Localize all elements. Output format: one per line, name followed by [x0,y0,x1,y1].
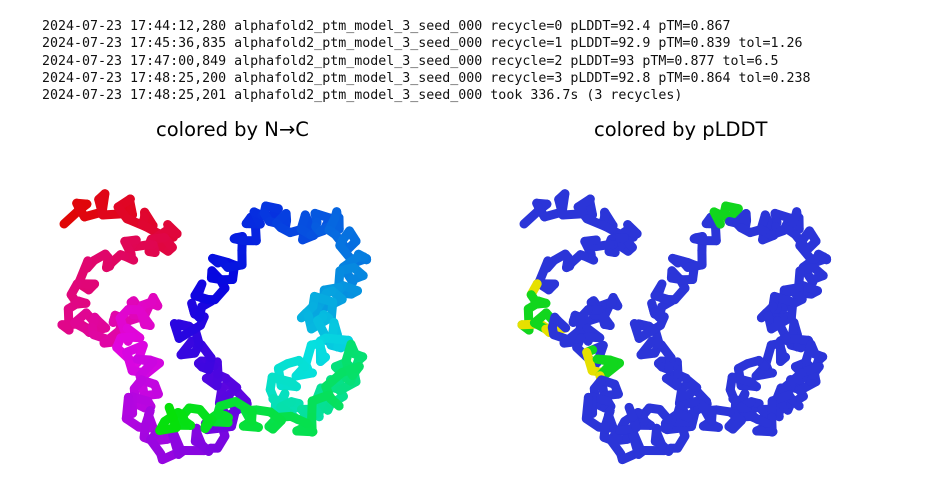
protein-backbone-n-to-c [57,189,372,465]
backbone-segment [624,402,638,422]
panel-title-plddt: colored by pLDDT [594,118,768,141]
structure-view-n-to-c[interactable] [0,150,440,488]
log-line: 2024-07-23 17:48:25,200 alphafold2_ptm_m… [42,70,811,86]
protein-backbone-plddt [517,189,832,465]
log-line: 2024-07-23 17:48:25,201 alphafold2_ptm_m… [42,88,683,104]
panel-title-n-to-c: colored by N→C [156,118,309,141]
log-line: 2024-07-23 17:45:36,835 alphafold2_ptm_m… [42,36,803,52]
backbone-segment [164,402,178,422]
log-line: 2024-07-23 17:44:12,280 alphafold2_ptm_m… [42,19,731,34]
log-line: 2024-07-23 17:47:00,849 alphafold2_ptm_m… [42,53,779,69]
structure-view-plddt[interactable] [460,150,900,488]
log-output: 2024-07-23 17:44:12,280 alphafold2_ptm_m… [42,18,811,104]
